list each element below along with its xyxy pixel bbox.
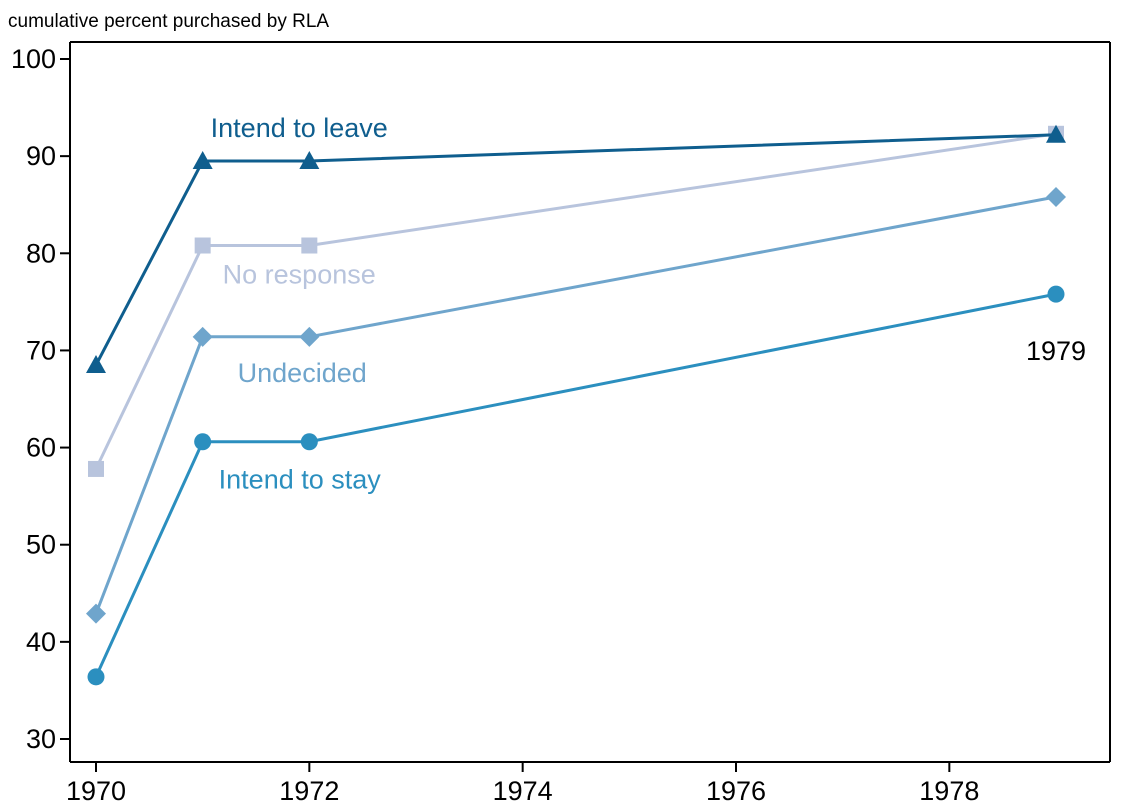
y-tick-label: 70 [26,335,56,365]
data-point-triangle [1046,124,1066,143]
series-line [94,133,1057,366]
annotation-label: 1979 [1026,336,1086,366]
y-tick-label: 40 [26,627,56,657]
data-point-square [88,460,104,477]
x-tick-label: 1978 [919,776,979,806]
data-point-diamond [192,326,213,347]
y-axis-title: cumulative percent purchased by RLA [8,11,329,32]
data-point-diamond [299,326,320,347]
axes: 30 40 50 60 70 80 90 100 1970 1972 1974 1976 1978 [11,41,1111,806]
y-tick-label: 80 [26,238,56,268]
data-point-triangle [192,151,213,169]
data-point-circle [1047,285,1065,303]
series-label: Intend to stay [219,465,382,495]
series-layer [86,124,1066,686]
x-tick-label: 1976 [706,776,766,806]
data-point-circle [87,668,105,686]
data-point-diamond [1046,186,1066,207]
series-label: No response [223,260,376,290]
data-point-triangle [299,151,320,169]
labels-layer: No response Undecided Intend to stay Intend… [211,113,1086,495]
series-no-response [88,125,1064,477]
series-intend-to-leave [86,124,1066,373]
data-point-square [194,237,211,254]
series-undecided [86,186,1066,624]
y-tick-label: 50 [26,530,56,560]
y-tick-label: 60 [26,433,56,463]
series-line [94,132,1057,470]
y-tick-label: 30 [26,724,56,754]
data-point-square [301,237,318,254]
data-point-diamond [86,603,106,624]
series-label: Undecided [238,358,367,388]
x-tick-label: 1970 [66,776,126,806]
x-tick-label: 1972 [279,776,339,806]
data-point-circle [300,433,318,451]
series-line [94,292,1057,678]
data-point-circle [194,433,212,451]
y-tick-label: 90 [26,141,56,171]
series-line [94,195,1057,615]
x-tick-label: 1974 [493,776,553,806]
y-tick-label: 100 [11,44,56,74]
series-intend-to-stay [87,285,1065,686]
data-point-triangle [86,355,106,373]
series-label: Intend to leave [211,113,388,143]
